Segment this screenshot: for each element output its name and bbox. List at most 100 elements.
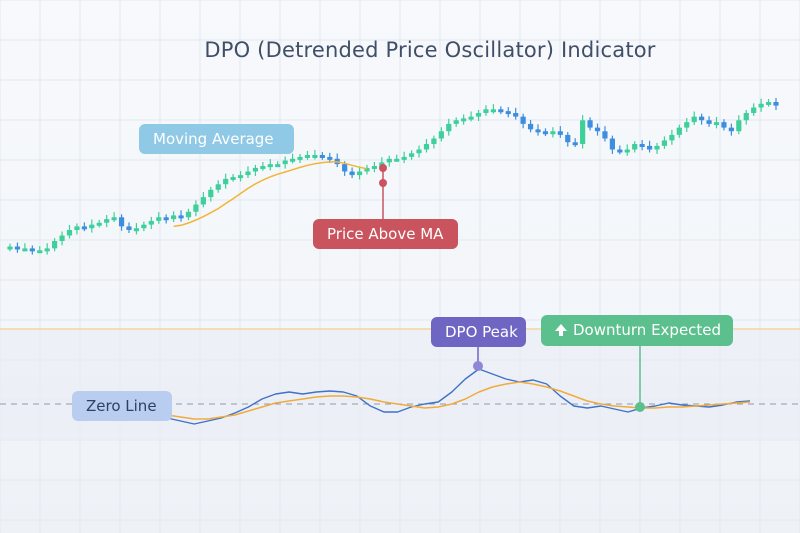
candle-body xyxy=(74,226,80,231)
candle-body xyxy=(408,153,415,157)
candle-body xyxy=(118,217,125,227)
candle-body xyxy=(245,171,251,176)
candle-body xyxy=(394,158,400,162)
candle-body xyxy=(632,144,638,150)
oscillator-panel xyxy=(0,328,800,441)
candle-body xyxy=(22,248,28,252)
candle-body xyxy=(171,215,177,220)
downturn-marker xyxy=(635,402,645,412)
candle-body xyxy=(483,109,489,113)
candle-body xyxy=(646,145,653,150)
candle-body xyxy=(736,120,742,132)
candle-body xyxy=(89,224,95,229)
candle-body xyxy=(706,120,712,124)
candle-body xyxy=(81,226,87,230)
candle-body xyxy=(37,250,43,254)
candle-body xyxy=(542,131,549,135)
candle-body xyxy=(29,248,35,252)
candle-body xyxy=(52,241,58,249)
candle-body xyxy=(661,140,668,146)
candle-body xyxy=(453,120,459,124)
candle-body xyxy=(66,230,73,236)
candle-body xyxy=(431,138,437,145)
chart-title: DPO (Detrended Price Oscillator) Indicat… xyxy=(204,38,656,62)
candle-body xyxy=(156,217,162,221)
candle-body xyxy=(14,246,21,250)
candle-body xyxy=(126,226,132,231)
candle-body xyxy=(699,116,705,121)
candle-body xyxy=(535,129,541,133)
candle-body xyxy=(178,215,184,219)
candle-body xyxy=(356,171,363,176)
dpo-lines xyxy=(139,368,751,425)
candle-body xyxy=(557,131,563,135)
candle-body xyxy=(401,156,407,160)
candle-body xyxy=(96,222,102,226)
candle-body xyxy=(230,176,236,180)
candle-body xyxy=(765,101,772,105)
candles xyxy=(7,97,779,255)
candle-body xyxy=(758,103,764,108)
candle-body xyxy=(721,122,727,128)
candle-body xyxy=(587,120,593,128)
price-above-ma-label: Price Above MA xyxy=(313,219,458,249)
candle-body xyxy=(505,111,511,115)
candle-body xyxy=(654,145,660,150)
candle-body xyxy=(304,155,311,159)
candle-body xyxy=(163,217,169,221)
candle-body xyxy=(669,134,675,141)
candle-body xyxy=(520,116,526,124)
candle-body xyxy=(691,116,697,123)
candle-body xyxy=(193,204,199,212)
candle-body xyxy=(282,160,288,165)
candle-body xyxy=(617,149,623,153)
candle-body xyxy=(297,156,303,160)
candle-body xyxy=(609,138,615,150)
moving-average-label: Moving Average xyxy=(139,124,294,154)
candle-body xyxy=(200,197,206,205)
candle-body xyxy=(7,246,13,250)
candle-body xyxy=(237,175,244,179)
candle-body xyxy=(580,120,586,145)
candle-body xyxy=(498,109,504,113)
candle-body xyxy=(565,134,571,143)
candle-body xyxy=(223,178,229,185)
candle-body xyxy=(215,184,221,190)
candle-body xyxy=(349,171,355,176)
candle-body xyxy=(728,127,734,132)
candle-body xyxy=(676,127,682,135)
candle-body xyxy=(773,101,779,106)
candle-body xyxy=(327,156,333,160)
candle-body xyxy=(111,217,117,221)
arrow-up-icon xyxy=(555,324,567,336)
dpo-peak-marker xyxy=(473,361,483,371)
moving-average-line xyxy=(173,161,368,228)
candle-body xyxy=(550,131,556,135)
candle-body xyxy=(44,248,50,252)
dpo-line xyxy=(139,368,751,425)
dpo-signal-line xyxy=(139,381,751,420)
candle-body xyxy=(475,112,482,117)
candle-body xyxy=(423,144,430,150)
candle-body xyxy=(59,235,65,242)
candle-body xyxy=(743,112,749,121)
candle-body xyxy=(319,155,325,159)
candle-body xyxy=(141,224,147,229)
candle-body xyxy=(527,123,534,130)
candle-body xyxy=(312,155,318,159)
candle-body xyxy=(252,167,259,172)
candle-body xyxy=(386,158,392,163)
candle-body xyxy=(639,144,645,148)
candle-body xyxy=(148,220,154,225)
candle-body xyxy=(490,109,496,113)
dpo-peak-label: DPO Peak xyxy=(431,317,526,347)
candle-body xyxy=(185,211,192,218)
zero-line-label: Zero Line xyxy=(72,391,172,421)
price-above-ma-marker-low xyxy=(379,179,387,187)
candle-body xyxy=(342,164,348,172)
candle-body xyxy=(104,219,110,223)
downturn-expected-text: Downturn Expected xyxy=(573,321,722,339)
